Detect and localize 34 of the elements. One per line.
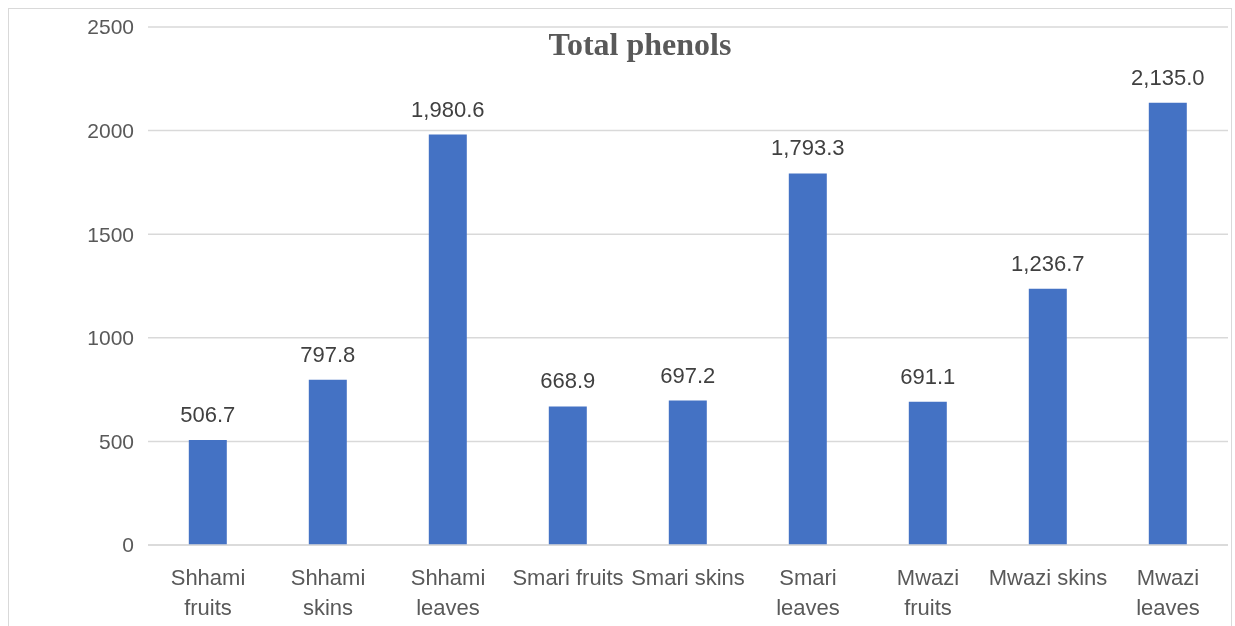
data-label: 797.8: [300, 341, 356, 367]
bar: [428, 134, 467, 545]
bar: [1148, 102, 1187, 545]
data-label: 2,135.0: [1131, 64, 1205, 90]
chart-title: Total phenols: [548, 26, 732, 62]
bar: [548, 406, 587, 545]
bar: [308, 379, 347, 545]
bar: [188, 440, 227, 545]
y-tick-label: 500: [98, 429, 134, 453]
data-label: 1,236.7: [1011, 250, 1085, 276]
y-tick-label: 1000: [87, 326, 134, 350]
data-label: 506.7: [180, 402, 236, 428]
bar: [788, 173, 827, 545]
bar: [1028, 288, 1067, 545]
data-label: 668.9: [540, 368, 596, 394]
y-tick-label: 0: [122, 533, 134, 557]
x-tick-label: Mwazi skins: [988, 565, 1108, 590]
bar: [668, 400, 707, 545]
x-tick-label: Mwazi fruits: [896, 565, 960, 620]
x-tick-label: Mwazi leaves: [1136, 565, 1200, 620]
y-tick-label: 1500: [87, 222, 134, 246]
x-tick-label: Smari fruits: [512, 565, 624, 590]
x-tick-label: Smari skins: [631, 565, 745, 590]
bar: [908, 401, 947, 545]
x-tick-label: Shhami leaves: [410, 565, 486, 620]
data-label: 1,793.3: [771, 135, 845, 161]
y-tick-label: 2500: [87, 15, 134, 39]
data-label: 1,980.6: [411, 96, 485, 122]
x-tick-label: Smari leaves: [776, 565, 840, 620]
data-label: 691.1: [900, 363, 956, 389]
x-tick-label: Shhami skins: [290, 565, 366, 620]
y-tick-label: 2000: [87, 119, 134, 143]
x-tick-label: Shhami fruits: [170, 565, 246, 620]
data-label: 697.2: [660, 362, 716, 388]
